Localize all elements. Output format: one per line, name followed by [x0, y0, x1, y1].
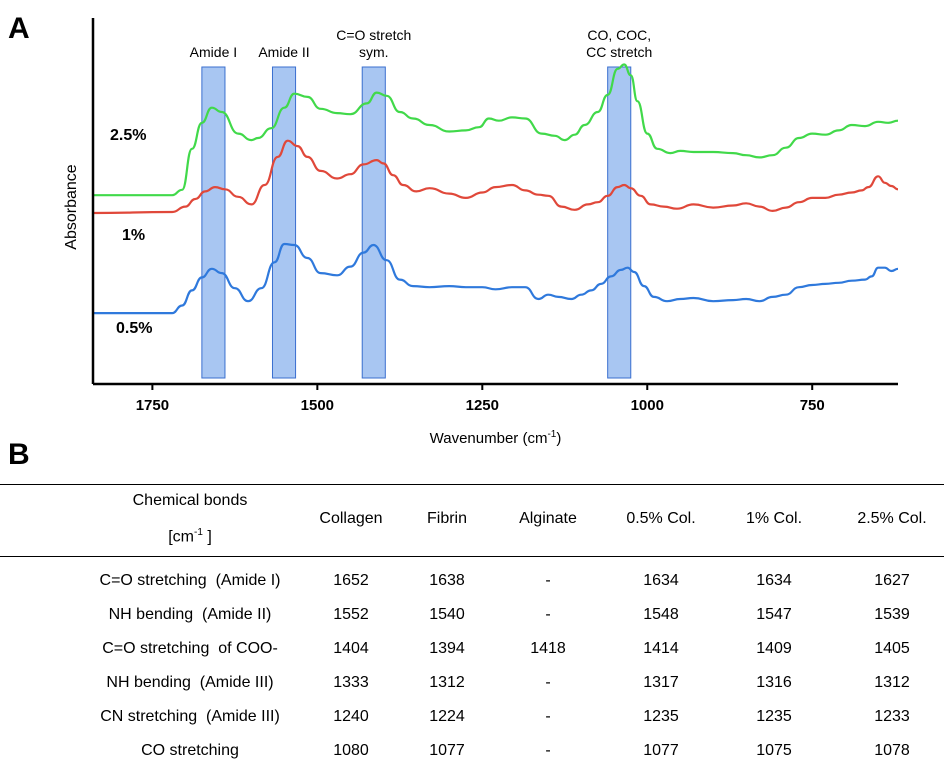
- table-top-rule: [0, 484, 944, 485]
- series-line-0.5%: [92, 242, 899, 315]
- table-cell-value: 1638: [429, 572, 465, 589]
- series-line-1%: [92, 139, 899, 215]
- table-cell-value: 1652: [333, 572, 369, 589]
- table-cell-value: 1235: [643, 708, 679, 725]
- x-axis-label: Wavenumber (cm-1): [430, 429, 562, 447]
- table-cell-value: 1627: [874, 572, 910, 589]
- table-cell-value: 1080: [333, 742, 369, 759]
- table-cell-value: 1077: [643, 742, 679, 759]
- table-header-rule: [0, 556, 944, 557]
- x-tick-label-1500: 1500: [301, 397, 334, 414]
- table-cell-value: 1075: [756, 742, 792, 759]
- band-label-1-0: Amide II: [258, 44, 309, 60]
- table-row: C=O stretching of COO- 1404 1394 1418 1414 14…: [0, 632, 944, 666]
- series-label-0.5%: 0.5%: [116, 320, 152, 337]
- table-cell-value: 1235: [756, 708, 792, 725]
- table-header-bonds: Chemical bonds [cm-1 ]: [40, 484, 340, 554]
- table-cell-value: 1548: [643, 606, 679, 623]
- table-row: NH bending (Amide II) 1552 1540 - 1548 1547 15…: [0, 598, 944, 632]
- table-cell-bond: NH bending (Amide III): [106, 674, 274, 691]
- table-cell-value: 1418: [530, 640, 566, 657]
- table-col-header-4: 1% Col.: [745, 510, 803, 527]
- table-cell-value: 1394: [429, 640, 465, 657]
- band-label-2-0: C=O stretch: [336, 27, 411, 43]
- table-cell-value: 1316: [756, 674, 792, 691]
- panel-label-b: B: [8, 438, 30, 471]
- table-cell-value: -: [545, 674, 551, 691]
- table-col-header-3: 0.5% Col.: [626, 510, 696, 527]
- band-2: [361, 66, 386, 379]
- series-label-1%: 1%: [122, 227, 145, 244]
- table-cell-value: 1540: [429, 606, 465, 623]
- table-cell-value: 1233: [874, 708, 910, 725]
- band-0: [201, 66, 226, 379]
- table-row: CO stretching 1080 1077 - 1077 1075 1078: [0, 734, 944, 768]
- table-col-header-2: Alginate: [519, 510, 577, 527]
- table-cell-value: 1552: [333, 606, 369, 623]
- table-cell-bond: NH bending (Amide II): [108, 606, 272, 623]
- table-cell-value: 1634: [756, 572, 792, 589]
- table-cell-value: 1539: [874, 606, 910, 623]
- table-cell-value: 1240: [333, 708, 369, 725]
- table-cell-value: 1333: [333, 674, 369, 691]
- table-cell-bond: CN stretching (Amide III): [100, 708, 280, 725]
- table-col-header-0: Collagen: [319, 510, 383, 527]
- table-cell-value: 1312: [429, 674, 465, 691]
- x-tick-label-1000: 1000: [631, 397, 664, 414]
- table-cell-value: -: [545, 742, 551, 759]
- band-1: [271, 66, 297, 379]
- table-cell-value: 1409: [756, 640, 792, 657]
- table-cell-value: 1547: [756, 606, 792, 623]
- panel-label-a: A: [8, 12, 30, 45]
- table-col-header-5: 2.5% Col.: [857, 510, 927, 527]
- band-3: [607, 66, 632, 379]
- table-cell-value: 1317: [643, 674, 679, 691]
- header-bonds-line1: Chemical bonds: [132, 491, 248, 509]
- table-cell-value: 1405: [874, 640, 910, 657]
- table-cell-value: 1414: [643, 640, 679, 657]
- table-col-header-1: Fibrin: [426, 510, 467, 527]
- table-cell-value: 1312: [874, 674, 910, 691]
- table-row: C=O stretching (Amide I) 1652 1638 - 1634 163…: [0, 564, 944, 598]
- table-row: NH bending (Amide III) 1333 1312 - 1317 1316 1…: [0, 666, 944, 700]
- x-tick-label-1250: 1250: [466, 397, 499, 414]
- table-row: CN stretching (Amide III) 1240 1224 - 1235 12…: [0, 700, 944, 734]
- x-tick-label-750: 750: [800, 397, 825, 414]
- table-cell-value: 1078: [874, 742, 910, 759]
- table-cell-value: 1634: [643, 572, 679, 589]
- table-cell-bond: CO stretching: [141, 742, 239, 759]
- band-label-3-0: CO, COC,: [587, 27, 651, 43]
- band-label-0-0: Amide I: [190, 44, 237, 60]
- table-cell-value: 1077: [429, 742, 465, 759]
- table-cell-bond: C=O stretching of COO-: [102, 640, 278, 657]
- table-cell-value: 1404: [333, 640, 369, 657]
- table-cell-bond: C=O stretching (Amide I): [99, 572, 281, 589]
- y-axis-label: Absorbance: [63, 164, 80, 249]
- header-bonds-line2: [cm-1 ]: [168, 526, 212, 546]
- table-cell-value: 1224: [429, 708, 465, 725]
- band-label-3-1: CC stretch: [586, 44, 652, 60]
- band-label-2-1: sym.: [359, 44, 389, 60]
- series-label-2.5%: 2.5%: [110, 127, 146, 144]
- x-tick-label-1750: 1750: [136, 397, 169, 414]
- table-cell-value: -: [545, 708, 551, 725]
- table-cell-value: -: [545, 606, 551, 623]
- series-line-2.5%: [93, 63, 899, 197]
- table-cell-value: -: [545, 572, 551, 589]
